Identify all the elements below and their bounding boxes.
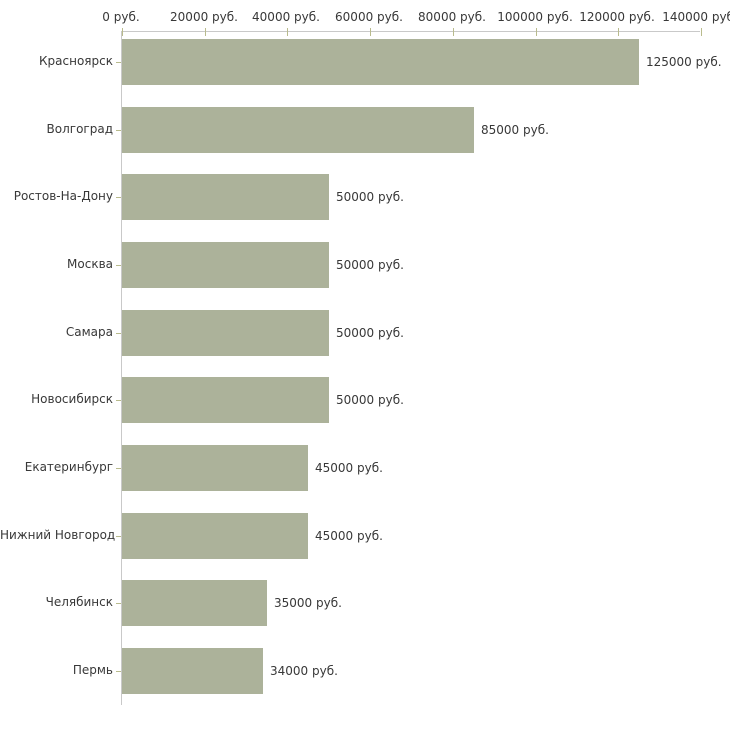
- y-axis-tick-mark: [116, 468, 121, 469]
- x-axis-tick-mark: [205, 28, 206, 36]
- y-axis-tick-mark: [116, 400, 121, 401]
- x-axis-tick-label: 100000 руб.: [497, 10, 573, 24]
- y-axis-tick-mark: [116, 62, 121, 63]
- bar-5: [122, 377, 329, 423]
- bar-3: [122, 242, 329, 288]
- category-label: Челябинск: [45, 595, 113, 609]
- y-axis-tick-mark: [116, 333, 121, 334]
- x-axis-tick-mark: [701, 28, 702, 36]
- y-axis-tick-mark: [116, 671, 121, 672]
- x-axis-tick-mark: [536, 28, 537, 36]
- y-axis-tick-mark: [116, 265, 121, 266]
- category-label: Екатеринбург: [24, 460, 113, 474]
- category-label: Ростов-На-Дону: [13, 189, 113, 203]
- x-axis-tick-mark: [453, 28, 454, 36]
- bar-6: [122, 445, 308, 491]
- y-axis-tick-mark: [116, 603, 121, 604]
- plot-area: 125000 руб. 85000 руб. 50000 руб. 50000 руб…: [116, 28, 722, 705]
- bar-2: [122, 174, 329, 220]
- bar-7: [122, 513, 308, 559]
- value-label: 50000 руб.: [336, 190, 404, 204]
- x-axis-tick-mark: [370, 28, 371, 36]
- y-axis-tick-mark: [116, 197, 121, 198]
- value-label: 34000 руб.: [270, 664, 338, 678]
- value-label: 50000 руб.: [336, 258, 404, 272]
- category-label: Нижний Новгород: [0, 528, 116, 542]
- category-label: Новосибирск: [31, 392, 113, 406]
- x-axis-tick-label: 140000 руб.: [662, 10, 730, 24]
- value-label: 45000 руб.: [315, 529, 383, 543]
- value-label: 125000 руб.: [646, 55, 722, 69]
- y-axis-tick-mark: [116, 130, 121, 131]
- x-axis-tick-label: 120000 руб.: [579, 10, 655, 24]
- category-label: Волгоград: [46, 122, 113, 136]
- x-axis-tick-label: 60000 руб.: [335, 10, 403, 24]
- category-label: Москва: [67, 257, 113, 271]
- value-label: 85000 руб.: [481, 123, 549, 137]
- value-label: 50000 руб.: [336, 393, 404, 407]
- bar-9: [122, 648, 263, 694]
- category-label: Пермь: [72, 663, 113, 677]
- x-axis-tick-mark: [287, 28, 288, 36]
- value-label: 50000 руб.: [336, 326, 404, 340]
- bar-1: [122, 107, 474, 153]
- bar-4: [122, 310, 329, 356]
- bar-8: [122, 580, 267, 626]
- bar-0: [122, 39, 639, 85]
- x-axis-tick-mark: [618, 28, 619, 36]
- value-label: 35000 руб.: [274, 596, 342, 610]
- y-axis-tick-mark: [116, 536, 121, 537]
- x-axis-tick-label: 0 руб.: [102, 10, 140, 24]
- x-axis-tick-label: 40000 руб.: [252, 10, 320, 24]
- x-axis-tick-label: 20000 руб.: [170, 10, 238, 24]
- x-axis-tick-mark: [122, 28, 123, 36]
- value-label: 45000 руб.: [315, 461, 383, 475]
- category-label: Красноярск: [39, 54, 113, 68]
- category-label: Самара: [65, 325, 113, 339]
- x-axis-tick-label: 80000 руб.: [418, 10, 486, 24]
